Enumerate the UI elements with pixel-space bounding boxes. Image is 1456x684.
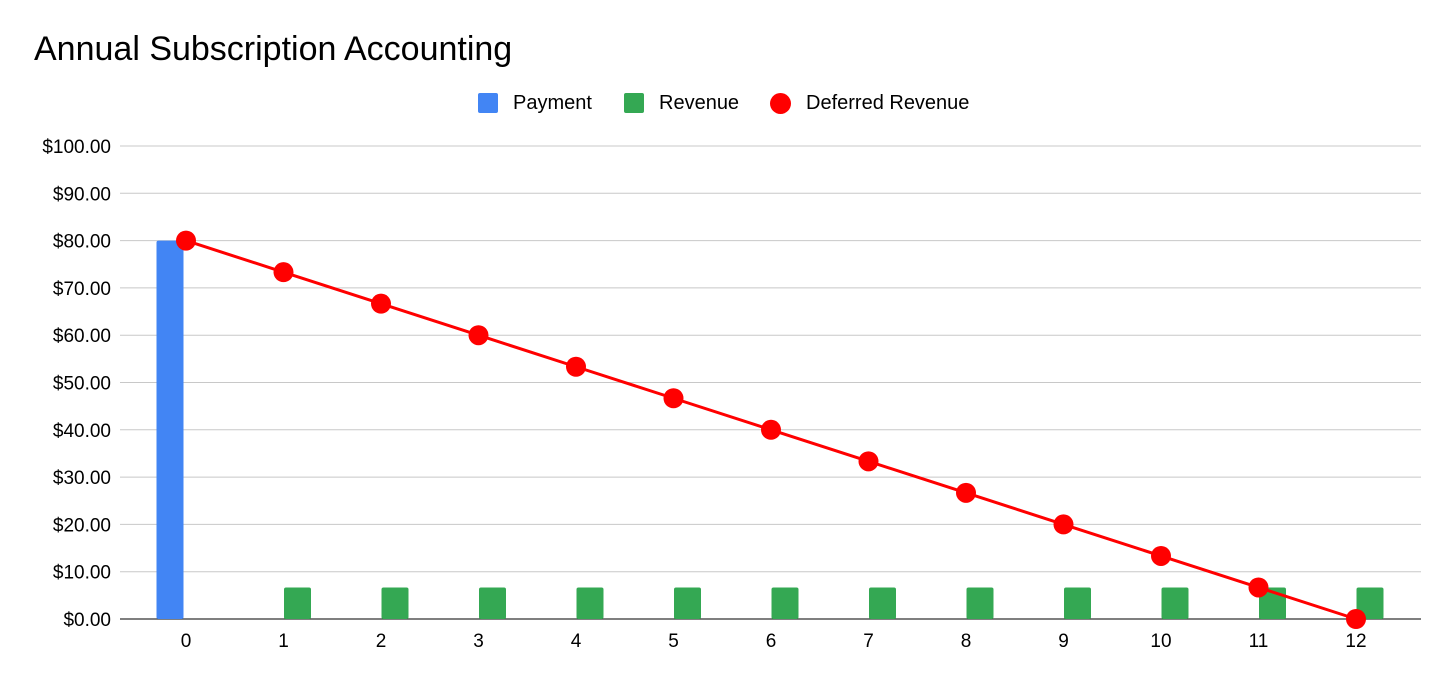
x-tick-label: 10 [1150, 631, 1171, 652]
revenue-bar[interactable] [674, 587, 701, 619]
deferred-revenue-point[interactable] [176, 230, 196, 251]
y-tick-label: $100.00 [42, 137, 111, 158]
deferred-revenue-point[interactable] [761, 419, 781, 440]
legend-marker-deferred-revenue [770, 92, 791, 114]
deferred-revenue-point[interactable] [566, 356, 586, 377]
chart-title: Annual Subscription Accounting [34, 30, 513, 68]
x-tick-label: 2 [376, 631, 387, 652]
payment-bar[interactable] [156, 240, 184, 619]
x-tick-label: 8 [961, 631, 972, 652]
x-tick-label: 7 [863, 631, 874, 652]
legend-swatch-revenue [624, 93, 644, 113]
legend-item-deferred-revenue[interactable]: Deferred Revenue [770, 88, 969, 118]
y-tick-label: $70.00 [53, 279, 111, 300]
deferred-revenue-point[interactable] [1346, 609, 1366, 629]
x-tick-label: 5 [668, 631, 679, 652]
legend-item-payment[interactable]: Payment [478, 88, 592, 118]
deferred-revenue-point[interactable] [468, 325, 489, 346]
deferred-revenue-point[interactable] [1248, 577, 1269, 598]
y-tick-label: $10.00 [53, 563, 111, 584]
y-tick-label: $80.00 [53, 232, 111, 253]
revenue-bar[interactable] [1064, 587, 1091, 619]
x-tick-label: 9 [1058, 631, 1069, 652]
y-tick-label: $30.00 [53, 468, 111, 489]
x-tick-label: 6 [766, 631, 777, 652]
revenue-bar[interactable] [869, 587, 896, 619]
revenue-bar[interactable] [576, 587, 604, 619]
y-tick-label: $90.00 [53, 184, 111, 205]
revenue-bar[interactable] [284, 587, 311, 619]
deferred-revenue-point[interactable] [663, 388, 684, 409]
x-tick-label: 11 [1249, 631, 1269, 652]
revenue-bar[interactable] [479, 587, 506, 619]
revenue-bar[interactable] [1356, 587, 1384, 619]
x-tick-label: 4 [571, 631, 582, 652]
deferred-revenue-point[interactable] [956, 482, 976, 503]
x-tick-label: 12 [1345, 631, 1366, 652]
deferred-revenue-point[interactable] [273, 262, 294, 283]
x-tick-label: 0 [181, 631, 192, 652]
y-tick-label: $40.00 [53, 421, 111, 442]
y-tick-label: $0.00 [63, 610, 111, 631]
legend-label-deferred-revenue: Deferred Revenue [806, 91, 970, 114]
legend: Payment Revenue Deferred Revenue [0, 88, 1456, 118]
legend-item-revenue[interactable]: Revenue [624, 88, 739, 118]
deferred-revenue-point[interactable] [1053, 514, 1074, 535]
revenue-bar[interactable] [381, 587, 409, 619]
deferred-revenue-point[interactable] [858, 451, 879, 472]
deferred-revenue-point[interactable] [371, 293, 391, 314]
legend-swatch-payment [478, 93, 498, 113]
y-tick-label: $60.00 [53, 326, 111, 347]
y-tick-label: $20.00 [53, 515, 111, 536]
revenue-bar[interactable] [771, 587, 799, 619]
legend-label-revenue: Revenue [659, 91, 740, 114]
x-tick-label: 1 [278, 631, 289, 652]
x-tick-label: 3 [473, 631, 484, 652]
deferred-revenue-point[interactable] [1151, 545, 1171, 566]
y-tick-label: $50.00 [53, 374, 111, 395]
revenue-bar[interactable] [1161, 587, 1189, 619]
legend-label-payment: Payment [513, 91, 592, 114]
revenue-bar[interactable] [966, 587, 994, 619]
